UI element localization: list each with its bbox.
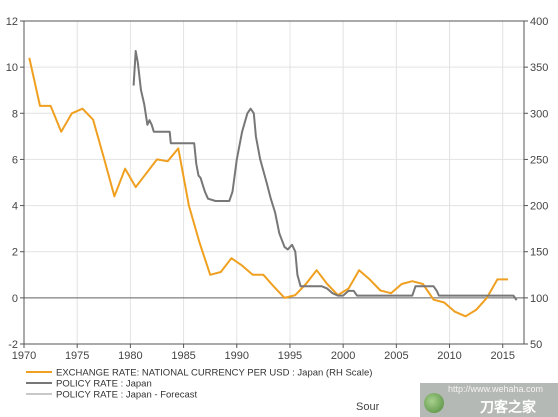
y-right-tick-label: 400 — [530, 16, 548, 28]
y-right-tick-label: 300 — [530, 108, 548, 120]
plot-frame — [23, 20, 525, 345]
legend-label: POLICY RATE : Japan - Forecast — [56, 390, 198, 401]
y-right-tick-label: 150 — [530, 247, 548, 259]
y-right-tick-label: 50 — [530, 339, 542, 351]
y-left-tick-label: 12 — [6, 16, 18, 28]
y-right-tick-label: 250 — [530, 154, 548, 166]
x-tick-label: 2015 — [490, 350, 514, 362]
y-axis-right: 50 100 150 200 250 300 350 400 — [524, 16, 548, 351]
legend: EXCHANGE RATE: NATIONAL CURRENCY PER USD… — [26, 368, 372, 401]
watermark-logo-icon — [424, 393, 444, 413]
x-tick-label: 2010 — [437, 350, 461, 362]
y-left-tick-label: 6 — [12, 154, 18, 166]
watermark-name: 刀客之家 — [480, 400, 536, 416]
y-left-tick-label: 0 — [12, 293, 18, 305]
x-tick-label: 1980 — [118, 350, 142, 362]
y-right-tick-label: 100 — [530, 293, 548, 305]
legend-label: EXCHANGE RATE: NATIONAL CURRENCY PER USD… — [56, 368, 372, 379]
x-tick-label: 1970 — [12, 350, 36, 362]
x-tick-label: 2005 — [384, 350, 408, 362]
y-left-tick-label: -2 — [8, 339, 18, 351]
series-lines — [28, 50, 518, 318]
y-right-tick-label: 200 — [530, 201, 548, 213]
x-tick-label: 1975 — [65, 350, 89, 362]
x-tick-label: 1985 — [171, 350, 195, 362]
series-line-2 — [132, 50, 518, 301]
y-right-tick-label: 350 — [530, 62, 548, 74]
x-axis: 1970 1975 1980 1985 1990 1995 2000 2005 2010 2015 — [12, 344, 515, 362]
y-left-tick-label: 8 — [12, 108, 18, 120]
y-left-tick-label: 4 — [12, 201, 18, 213]
x-tick-label: 1995 — [278, 350, 302, 362]
y-left-tick-label: 2 — [12, 247, 18, 259]
watermark: http://www.wehaha.com 刀客之家 — [420, 383, 558, 417]
watermark-url: http://www.wehaha.com — [448, 384, 544, 394]
series-line-1 — [28, 57, 508, 318]
x-tick-label: 2000 — [331, 350, 355, 362]
x-tick-label: 1990 — [225, 350, 249, 362]
legend-label: POLICY RATE : Japan — [56, 379, 152, 390]
y-axis-left: -2 0 2 4 6 8 10 12 — [6, 16, 24, 351]
y-left-tick-label: 10 — [6, 62, 18, 74]
source-label: Sour — [356, 401, 380, 413]
